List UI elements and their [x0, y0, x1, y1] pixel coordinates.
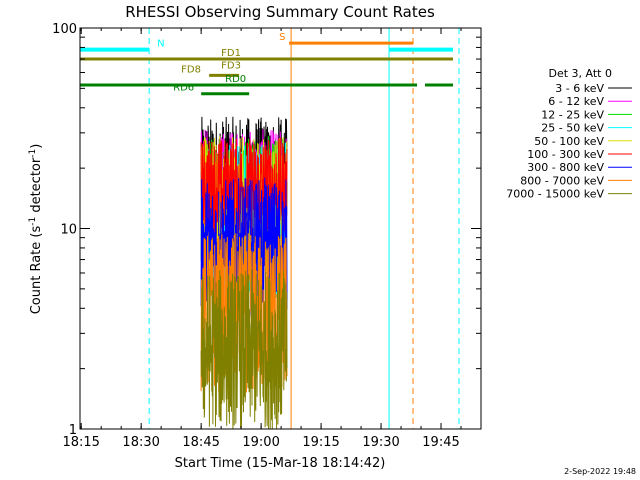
x-tick-label-1: 18:30: [122, 435, 159, 450]
flag-label-rd0: RD0: [225, 74, 246, 85]
x-tick-label-4: 19:15: [302, 435, 339, 450]
legend-label-8: 7000 - 15000 keV: [506, 188, 604, 201]
flag-label-rd6: RD6: [173, 83, 194, 94]
legend-label-6: 300 - 800 keV: [527, 161, 604, 174]
y-tick-label-1: 10: [60, 223, 77, 238]
chart-title: RHESSI Observing Summary Count Rates: [125, 3, 435, 21]
flag-label-fd3: FD3: [221, 61, 241, 72]
legend-label-4: 50 - 100 keV: [534, 135, 604, 148]
legend-label-7: 800 - 7000 keV: [520, 174, 604, 187]
legend-label-2: 12 - 25 keV: [541, 108, 604, 121]
series-line-8: [200, 268, 288, 429]
flag-label-n: N: [157, 39, 164, 50]
legend-label-5: 100 - 300 keV: [527, 148, 604, 161]
flag-label-fd8: FD8: [181, 64, 201, 75]
x-tick-label-2: 18:45: [182, 435, 219, 450]
x-tick-label-5: 19:30: [362, 435, 399, 450]
flag-label-fd1: FD1: [221, 48, 241, 59]
y-axis-label: Count Rate (s-1 detector-1): [28, 144, 44, 315]
y-tick-label-0: 1: [69, 423, 77, 438]
x-axis-label: Start Time (15-Mar-18 18:14:42): [175, 456, 386, 471]
y-tick-label-2: 100: [52, 22, 77, 37]
x-tick-label-0: 18:15: [62, 435, 99, 450]
x-tick-label-6: 19:45: [422, 435, 459, 450]
flag-label-s: S: [279, 32, 285, 43]
legend-label-0: 3 - 6 keV: [555, 82, 604, 95]
x-tick-label-3: 19:00: [242, 435, 279, 450]
legend-title: Det 3, Att 0: [549, 67, 613, 80]
legend-label-1: 6 - 12 keV: [548, 95, 604, 108]
legend-label-3: 25 - 50 keV: [541, 122, 604, 135]
footer-date: 2-Sep-2022 19:48: [564, 467, 636, 476]
